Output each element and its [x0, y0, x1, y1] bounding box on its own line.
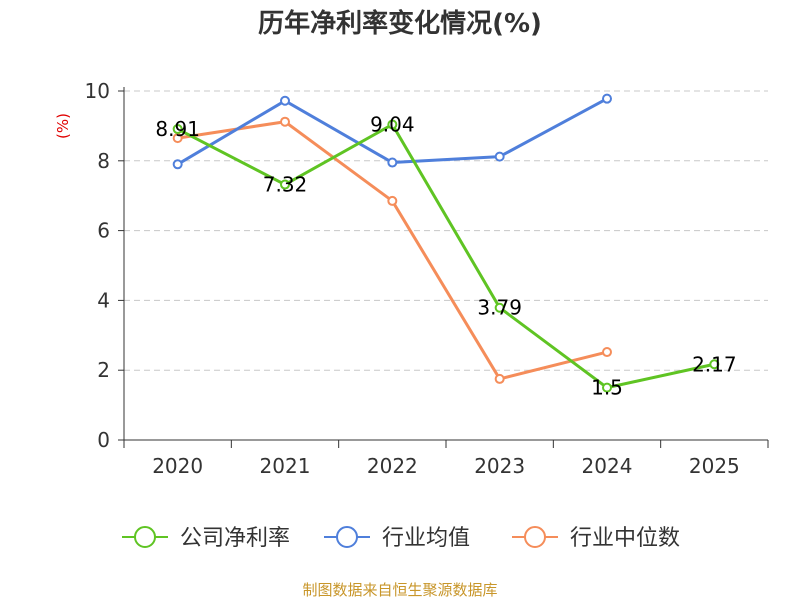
data-point [494, 302, 505, 313]
data-point [387, 157, 398, 168]
chart-title: 历年净利率变化情况(%) [258, 8, 542, 39]
legend-item: 公司净利率 [122, 526, 290, 551]
data-label: 3.79 [477, 296, 522, 320]
data-label: 9.04 [370, 113, 415, 137]
y-tick-label: 10 [85, 79, 110, 103]
legend-item: 行业均值 [324, 526, 470, 551]
data-point [172, 133, 183, 144]
data-labels: 8.91 7.32 9.04 3.79 1.5 2.17 [155, 113, 736, 400]
x-tick-label: 2023 [474, 454, 525, 478]
data-label: 7.32 [263, 173, 308, 197]
x-tick-label: 2024 [582, 454, 633, 478]
source-note: 制图数据来自恒生聚源数据库 [302, 581, 497, 599]
y-tick-label: 6 [97, 219, 110, 243]
legend-marker [524, 526, 546, 548]
legend-item: 行业中位数 [512, 526, 680, 551]
axes: 0 2 4 6 8 10 2020 2021 2022 2023 2024 2025 [85, 79, 769, 478]
y-tick-label: 0 [97, 428, 110, 452]
x-tick-label: 2025 [689, 454, 740, 478]
legend-label: 公司净利率 [180, 526, 290, 551]
series-line [176, 123, 715, 390]
data-point [494, 151, 505, 162]
data-point [172, 124, 183, 135]
data-label: 2.17 [692, 352, 737, 376]
legend-marker [336, 526, 358, 548]
y-axis-label: (%) [54, 113, 72, 139]
data-point [494, 373, 505, 384]
data-point [602, 347, 612, 358]
data-label: 1.5 [591, 376, 623, 400]
x-tick-label: 2020 [152, 454, 203, 478]
data-point [387, 119, 398, 130]
data-point [172, 159, 183, 170]
x-tick-label: 2022 [367, 454, 418, 478]
data-point [280, 116, 290, 127]
legend-label: 行业中位数 [570, 526, 680, 551]
series-lines [172, 93, 720, 393]
y-tick-label: 4 [97, 288, 110, 312]
y-tick-label: 2 [97, 358, 110, 382]
legend: 公司净利率 行业均值 行业中位数 [122, 526, 680, 551]
legend-label: 行业均值 [382, 526, 470, 551]
data-point [387, 195, 398, 206]
y-tick-label: 8 [97, 149, 110, 173]
x-tick-label: 2021 [260, 454, 311, 478]
data-label: 8.91 [155, 117, 200, 141]
legend-marker [134, 526, 156, 548]
data-point [602, 382, 612, 393]
data-point [280, 179, 290, 190]
data-point [602, 93, 612, 104]
data-point [280, 95, 290, 106]
data-point [709, 359, 720, 370]
